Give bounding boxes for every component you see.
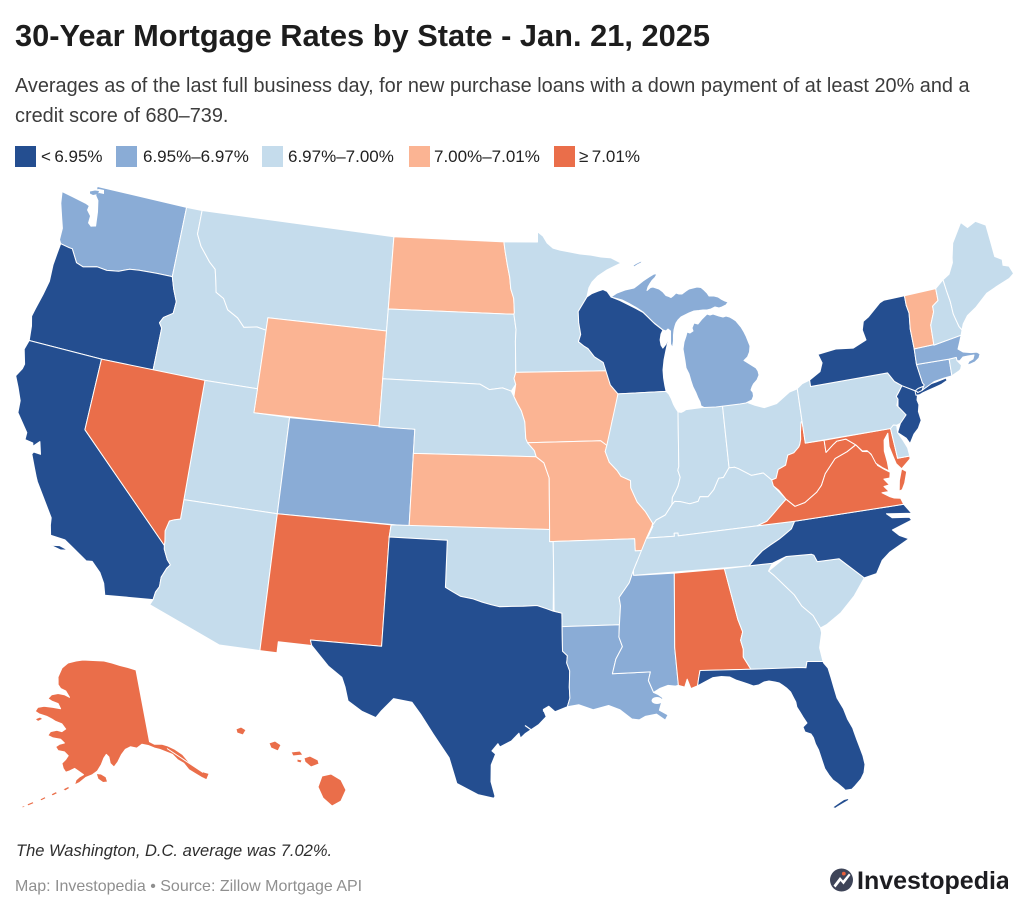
svg-text:Investopedia: Investopedia xyxy=(857,867,1008,894)
